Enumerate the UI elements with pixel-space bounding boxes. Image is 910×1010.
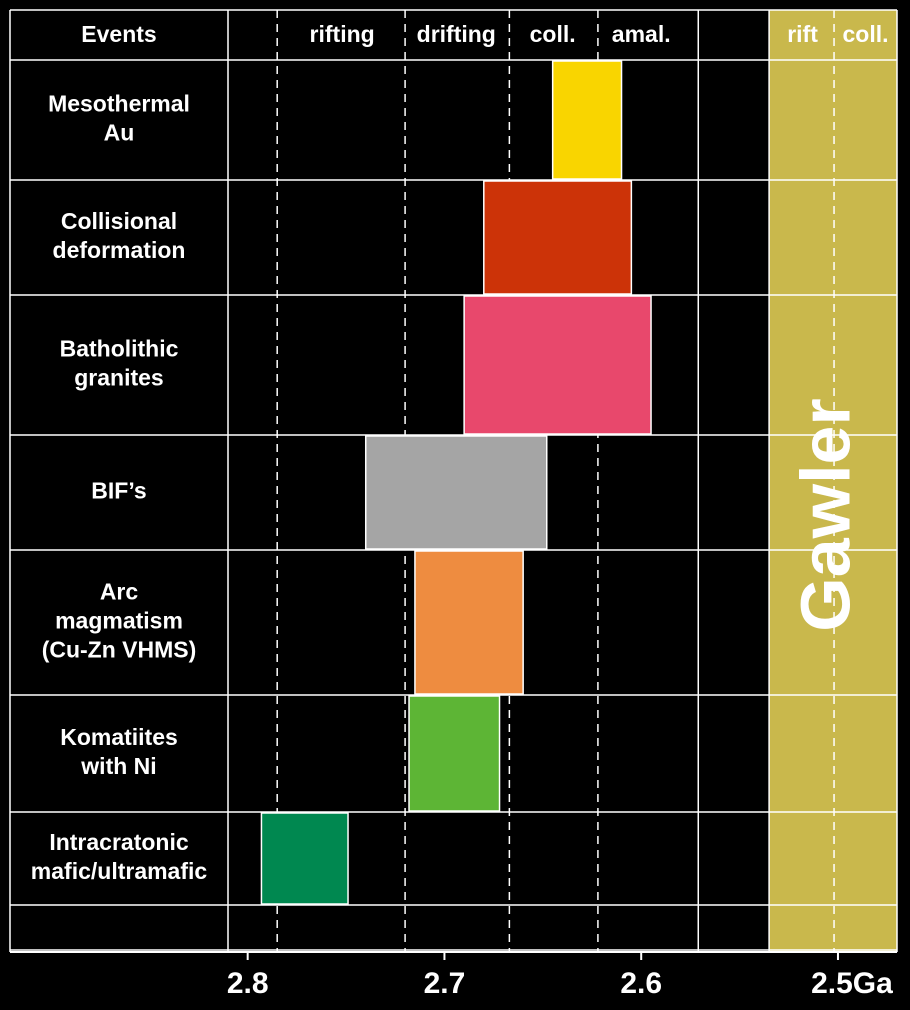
range-bar bbox=[483, 180, 633, 295]
range-bar bbox=[463, 295, 652, 435]
gawler-band bbox=[769, 10, 897, 952]
phase-label: rift bbox=[787, 21, 818, 47]
row-label: Komatiites with Ni bbox=[60, 724, 178, 779]
row-label-line: granites bbox=[74, 365, 163, 391]
range-bar bbox=[260, 812, 349, 905]
row-label-line: with Ni bbox=[80, 753, 156, 779]
row-label: Arc magmatism (Cu-Zn VHMS) bbox=[42, 579, 197, 663]
row-label: Mesothermal Au bbox=[48, 91, 190, 146]
gawler-label: Gawler bbox=[787, 398, 865, 631]
row-label: Collisional deformation bbox=[53, 208, 186, 263]
phase-label: coll. bbox=[530, 21, 576, 47]
row-label-line: BIF’s bbox=[91, 478, 146, 504]
phase-label: amal. bbox=[612, 21, 671, 47]
row-label-line: Arc bbox=[100, 579, 139, 605]
row-label-line: Mesothermal bbox=[48, 91, 190, 117]
row-label: Intracratonic mafic/ultramafic bbox=[31, 829, 208, 884]
x-tick-label: 2.8 bbox=[227, 967, 269, 1000]
row-label-line: mafic/ultramafic bbox=[31, 858, 208, 884]
row-label: BIF’s bbox=[91, 478, 146, 504]
row-label-line: deformation bbox=[53, 237, 186, 263]
x-tick-label: 2.5Ga bbox=[811, 967, 893, 1000]
row-label-line: Au bbox=[104, 120, 135, 146]
phase-label: coll. bbox=[843, 21, 889, 47]
row-label-line: Komatiites bbox=[60, 724, 178, 750]
row-label-line: Collisional bbox=[61, 208, 177, 234]
x-tick-label: 2.6 bbox=[620, 967, 662, 1000]
range-bar bbox=[364, 435, 548, 550]
range-bar bbox=[408, 695, 501, 812]
row-label: Batholithic granites bbox=[60, 336, 179, 391]
range-bar bbox=[414, 550, 524, 695]
phase-label: drifting bbox=[417, 21, 496, 47]
range-bar bbox=[551, 60, 623, 180]
row-label-line: Intracratonic bbox=[49, 829, 189, 855]
row-label-line: magmatism bbox=[55, 608, 183, 634]
header: Events bbox=[81, 21, 156, 47]
row-label-line: (Cu-Zn VHMS) bbox=[42, 637, 197, 663]
phase-label: rifting bbox=[310, 21, 375, 47]
row-label-line: Batholithic bbox=[60, 336, 179, 362]
x-tick-label: 2.7 bbox=[424, 967, 466, 1000]
